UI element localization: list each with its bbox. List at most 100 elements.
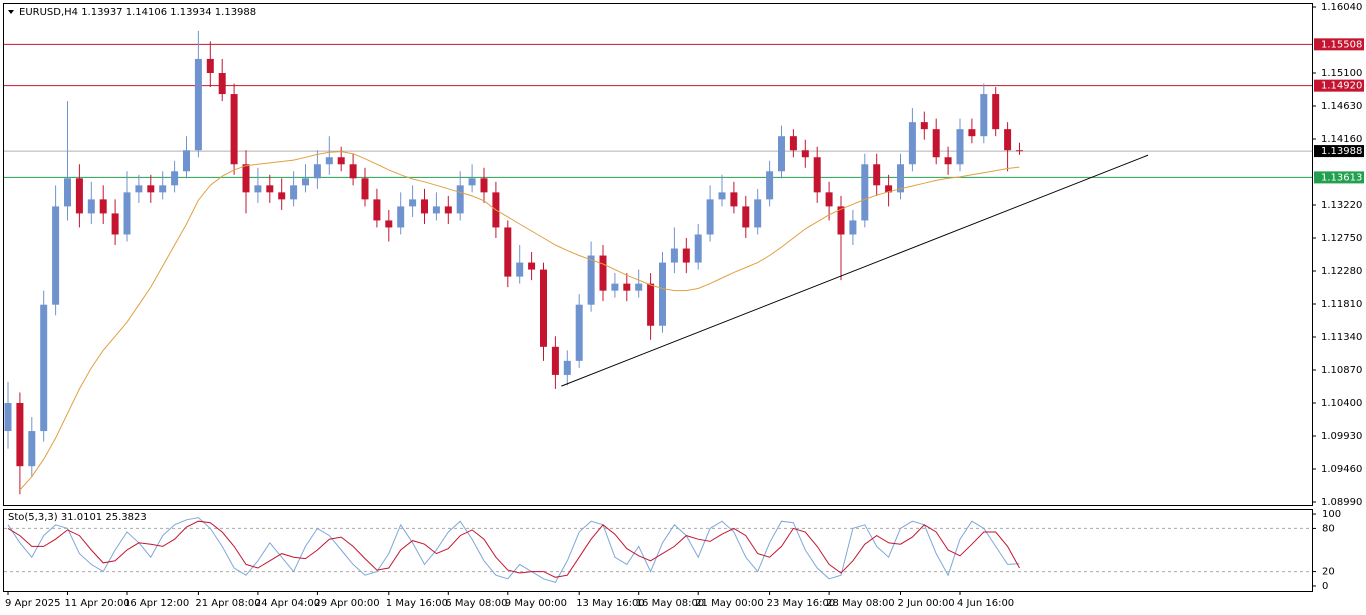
candle-body [325,157,333,165]
level-label: 1.13988 [1321,146,1362,157]
candle-body [528,262,536,270]
candle-body [682,248,690,263]
y-tick-label: 1.10400 [1321,398,1362,409]
level-label-bg [1314,171,1364,184]
candle-body [897,164,904,193]
candle-body [825,192,833,207]
candle-body [52,206,60,305]
x-tick-label: 13 May 16:00 [576,598,645,609]
candle-body [302,178,309,186]
candle-body [801,150,809,158]
candle-body [611,283,619,291]
candle-body [194,58,202,151]
candle-body [4,402,12,432]
y-tick-label: 1.11340 [1321,332,1362,343]
candle-body [254,185,262,193]
candle-body [123,192,131,235]
candle-body [468,178,476,186]
x-tick-label: 24 Apr 04:00 [255,598,320,609]
candle-body [242,164,250,193]
level-label-bg [1314,38,1364,51]
candle-body [670,248,678,263]
y-tick-label: 1.13220 [1321,200,1362,211]
candle-body [1016,150,1023,152]
y-tick-label: 1.09460 [1321,464,1362,475]
x-tick-label: 16 Apr 12:00 [124,598,189,609]
y-tick-label: 1.12280 [1321,266,1362,277]
x-tick-label: 23 May 16:00 [767,598,836,609]
candle-body [563,360,571,375]
x-tick-label: 11 Apr 20:00 [65,598,130,609]
candle-body [908,122,916,165]
candle-body [87,199,95,214]
candle-body [754,199,762,228]
x-tick-label: 28 May 08:00 [826,598,895,609]
candle-body [778,136,785,172]
candle-body [397,206,405,228]
x-tick-label: 21 May 00:00 [695,598,764,609]
chart-header: EURUSD,H4 1.13937 1.14106 1.13934 1.1398… [19,7,256,18]
candle-body [659,262,666,326]
x-tick-label: 29 Apr 00:00 [314,598,379,609]
candle-body [337,157,345,165]
y-tick-label: 100 [1322,509,1341,520]
x-tick-label: 2 Jun 00:00 [898,598,955,609]
candle-body [230,94,238,165]
candle-body [206,58,214,73]
candle-body [587,255,595,305]
candle-body [516,262,524,277]
y-tick-label: 20 [1322,567,1335,578]
x-tick-label: 16 May 08:00 [636,598,705,609]
candle-body [159,185,167,193]
x-tick-label: 9 Apr 2025 [5,598,60,609]
candle-body [40,304,48,432]
candle-body [599,255,607,291]
candle-body [718,192,726,200]
x-tick-label: 1 May 16:00 [386,598,448,609]
candle-body [504,227,512,277]
candle-body [766,171,774,200]
candle-body [409,199,417,207]
candle-body [480,178,488,193]
candle-body [183,150,190,172]
y-tick-label: 0 [1322,581,1328,592]
candle-body [290,185,298,200]
y-tick-label: 1.09930 [1321,431,1362,442]
candle-body [932,129,940,158]
y-tick-label: 1.12750 [1321,233,1362,244]
candle-body [551,346,559,375]
candle-body [980,94,988,137]
candle-body [361,178,369,200]
candle-body [278,192,286,200]
candle-body [373,199,381,221]
candle-body [789,136,797,151]
menu-arrow[interactable] [8,10,14,14]
y-tick-label: 1.10870 [1321,365,1362,376]
candle-body [444,206,452,214]
candle-body [171,171,179,186]
candle-body [99,199,107,214]
candle-body [218,72,226,95]
level-label: 1.15508 [1321,39,1362,50]
candle-body [313,164,321,179]
oscillator-line [7,520,1020,578]
y-tick-label: 1.14630 [1321,101,1362,112]
candle-body [706,199,714,235]
candle-body [575,304,583,361]
level-label-bg [1314,79,1364,92]
y-tick-label: 1.16040 [1321,2,1362,13]
candle-body [432,206,440,214]
candle-body [623,283,631,291]
candle-body [1004,129,1012,151]
candle-body [956,129,964,165]
candle-body [64,178,71,207]
candle-body [540,269,547,347]
candle-body [730,192,738,207]
candle-body [266,185,274,193]
candle-body [647,283,655,326]
candle-body [968,129,976,137]
candle-body [944,157,952,165]
candle-body [111,213,119,235]
candle-body [861,164,869,221]
